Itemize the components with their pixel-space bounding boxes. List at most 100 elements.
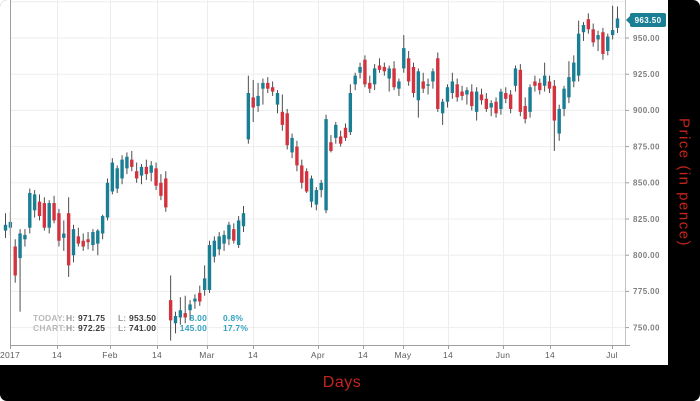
- candle-body: [212, 240, 217, 257]
- candle: [470, 84, 474, 111]
- candle-body: [37, 201, 42, 217]
- y-tick-label: 850.00: [633, 179, 660, 188]
- candle: [508, 90, 513, 114]
- candle: [542, 62, 547, 92]
- candle-body: [518, 69, 523, 112]
- candle-body: [338, 136, 343, 144]
- candle-body: [120, 159, 124, 179]
- candle-body: [18, 233, 22, 259]
- candle: [178, 297, 183, 325]
- candle-body: [431, 71, 435, 82]
- candle: [232, 223, 236, 244]
- candle: [62, 220, 66, 251]
- candle-body: [159, 182, 163, 196]
- ohlc-legend: TODAY: H: 971.75 L: 953.50 8.00 0.8% CHART…: [33, 313, 249, 334]
- candle: [479, 88, 484, 105]
- candle-body: [348, 93, 353, 133]
- candle: [610, 5, 615, 40]
- candle-body: [576, 33, 581, 76]
- candle: [513, 65, 518, 92]
- legend-low-key: L:: [118, 313, 127, 323]
- candle: [387, 65, 391, 92]
- candle: [601, 27, 605, 60]
- candle: [533, 75, 537, 92]
- candle: [275, 90, 280, 114]
- candle-body: [23, 234, 27, 240]
- x-tick-label: May: [395, 350, 412, 360]
- candle-body: [591, 29, 595, 43]
- candle-body: [193, 298, 197, 302]
- candle-body: [377, 65, 382, 70]
- candle-body: [304, 171, 309, 192]
- candle: [319, 179, 323, 198]
- candle-body: [489, 103, 493, 108]
- candle: [343, 123, 348, 141]
- candle: [465, 87, 469, 105]
- candle: [552, 79, 557, 151]
- candle: [212, 236, 217, 263]
- candle-body: [392, 68, 396, 88]
- candle-body: [202, 278, 207, 290]
- candle-body: [547, 81, 552, 89]
- candle: [300, 159, 304, 189]
- legend-chart-change: 145.00: [179, 322, 207, 333]
- candle-body: [528, 87, 532, 112]
- candle-body: [581, 24, 586, 33]
- candle: [86, 232, 90, 250]
- candle: [256, 82, 260, 112]
- candle-body: [32, 194, 37, 211]
- candle: [377, 58, 382, 73]
- candle-body: [353, 75, 357, 85]
- candle: [426, 78, 430, 95]
- candle: [334, 121, 338, 144]
- y-tick-label: 800.00: [633, 251, 660, 260]
- candle: [523, 97, 527, 124]
- candle: [304, 168, 309, 193]
- candle: [23, 229, 27, 247]
- candle: [567, 61, 571, 104]
- candle: [591, 23, 595, 47]
- candle-body: [266, 82, 270, 89]
- candle-body: [538, 82, 542, 91]
- candle: [557, 104, 561, 141]
- candle-body: [460, 91, 464, 96]
- y-axis-title: Price (in pence): [675, 117, 693, 248]
- candle: [76, 227, 81, 247]
- candle: [397, 78, 401, 96]
- candle: [81, 233, 85, 251]
- candle: [164, 171, 168, 212]
- legend-row-today: TODAY: H: 971.75 L: 953.50 8.00 0.8%: [33, 313, 248, 324]
- candle-body: [96, 230, 100, 244]
- last-price-badge: 963.50: [626, 13, 666, 27]
- candle: [183, 295, 187, 324]
- candle-body: [470, 91, 474, 107]
- candle-body: [596, 35, 600, 40]
- y-tick-label: 825.00: [633, 215, 660, 224]
- candle: [295, 140, 299, 172]
- candle-body: [246, 93, 251, 140]
- candle: [538, 78, 542, 95]
- candle-body: [542, 75, 547, 86]
- candle: [261, 78, 265, 105]
- candle-body: [572, 62, 576, 82]
- candle-body: [13, 246, 17, 276]
- x-tick-label: 14: [152, 350, 162, 360]
- candle-body: [76, 236, 81, 244]
- candle-body: [363, 59, 367, 85]
- chart-surface: 2017 14 Feb 14 Mar 14 Apr 14 May 14 Jun 14 Jul 950.00…: [0, 0, 668, 365]
- candle-body: [42, 203, 47, 228]
- candle-body: [173, 316, 178, 324]
- legend-today-high: 971.75: [77, 313, 106, 323]
- candle: [28, 188, 32, 234]
- candle-body: [149, 165, 153, 173]
- chart-plot[interactable]: 2017 14 Feb 14 Mar 14 Apr 14 May 14 Jun 14 Jul 950.00…: [0, 0, 668, 365]
- legend-chart-percent: 17.7%: [223, 322, 249, 333]
- candle: [290, 133, 294, 159]
- candle: [120, 155, 124, 185]
- candle: [431, 68, 435, 89]
- candle-body: [81, 240, 85, 247]
- candle: [3, 213, 8, 238]
- candle-body: [562, 88, 566, 109]
- candle-body: [368, 82, 372, 89]
